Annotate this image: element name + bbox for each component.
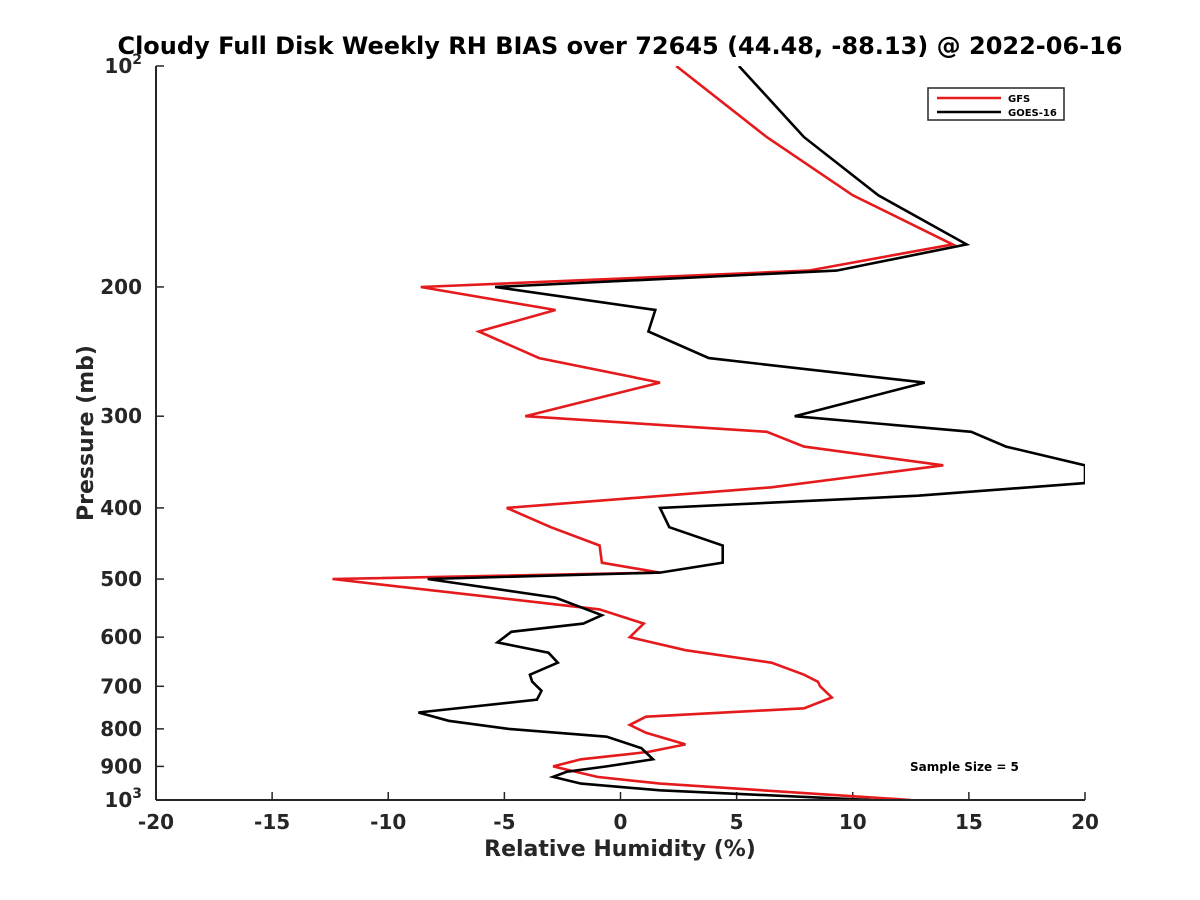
legend: GFS GOES-16 (927, 87, 1065, 121)
y-tick-label: 400 (100, 496, 142, 520)
y-tick-label: 103 (104, 786, 142, 812)
y-tick-label: 200 (100, 275, 142, 299)
y-tick-base: 10 (104, 788, 132, 812)
plot-area (332, 66, 1085, 800)
y-tick-label: 600 (100, 625, 142, 649)
x-tick-label: 10 (839, 810, 867, 834)
chart-title: Cloudy Full Disk Weekly RH BIAS over 726… (117, 32, 1122, 60)
y-tick-exponent: 3 (132, 786, 142, 802)
y-tick-exponent: 2 (132, 52, 142, 68)
x-tick-label: 20 (1071, 810, 1099, 834)
legend-box (927, 87, 1065, 121)
sample-size-annotation: Sample Size = 5 (910, 760, 1019, 774)
y-tick-base: 10 (104, 54, 132, 78)
x-axis-label: Relative Humidity (%) (484, 837, 756, 862)
legend-label: GOES-16 (1008, 108, 1057, 119)
x-axis-ticks: -20 -15 -10 -5 0 5 10 15 20 (138, 792, 1099, 834)
x-tick-label: -5 (493, 810, 515, 834)
x-tick-label: 0 (614, 810, 628, 834)
y-tick-label: 300 (100, 404, 142, 428)
y-tick-label: 800 (100, 717, 142, 741)
y-tick-label: 102 (104, 52, 142, 78)
legend-label: GFS (1008, 94, 1030, 105)
x-tick-label: 15 (955, 810, 983, 834)
y-tick-label: 700 (100, 674, 142, 698)
plot-frame (156, 66, 1085, 800)
y-tick-label: 900 (100, 754, 142, 778)
series-line-gfs (332, 66, 957, 800)
y-tick-label: 500 (100, 567, 142, 591)
y-axis-label: Pressure (mb) (74, 345, 99, 521)
x-tick-label: -20 (138, 810, 174, 834)
series-line-goes-16 (418, 66, 1085, 800)
x-tick-label: -10 (370, 810, 406, 834)
x-tick-label: 5 (730, 810, 744, 834)
x-tick-label: -15 (254, 810, 290, 834)
